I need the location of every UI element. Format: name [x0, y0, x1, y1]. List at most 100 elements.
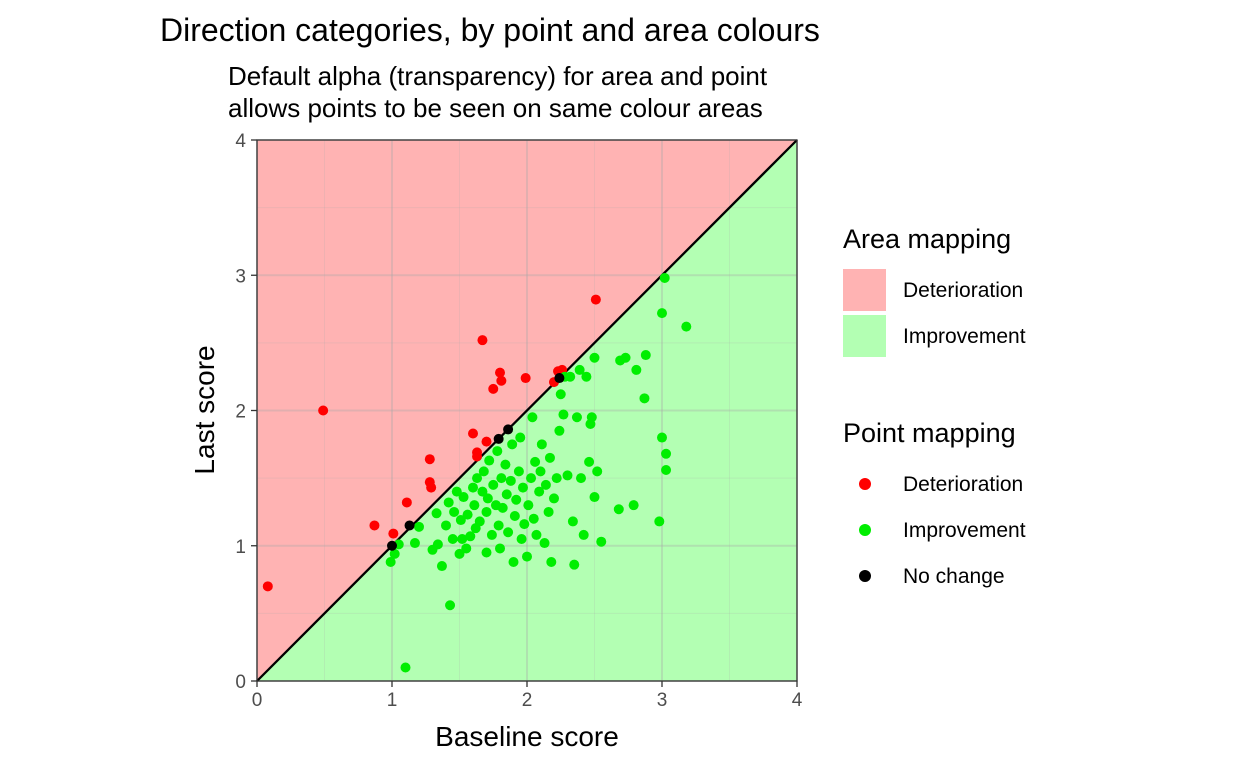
- data-point: [661, 448, 672, 459]
- data-point: [657, 432, 667, 443]
- legend-label: Improvement: [903, 519, 1026, 542]
- data-point: [530, 456, 541, 467]
- data-point: [477, 335, 488, 346]
- data-point: [567, 516, 578, 527]
- legend-key-point: [859, 570, 871, 582]
- chart-title: Direction categories, by point and area …: [160, 12, 820, 48]
- data-point: [495, 543, 505, 554]
- legend-label: Deterioration: [903, 279, 1023, 302]
- data-point: [481, 506, 492, 517]
- x-tick-label: 1: [387, 690, 398, 711]
- data-point: [493, 520, 504, 531]
- data-point: [549, 493, 559, 504]
- data-point: [486, 529, 497, 540]
- data-point: [526, 473, 537, 484]
- data-point: [581, 371, 592, 382]
- data-point: [535, 466, 546, 477]
- data-point: [569, 559, 580, 570]
- data-point: [455, 515, 466, 526]
- data-point: [469, 500, 480, 511]
- data-point: [441, 520, 451, 531]
- data-point: [458, 492, 469, 503]
- data-point: [461, 543, 472, 554]
- data-point: [481, 436, 492, 447]
- data-point: [454, 548, 465, 559]
- data-point: [388, 528, 399, 539]
- data-point: [436, 561, 447, 572]
- data-point: [513, 466, 524, 477]
- data-point: [515, 432, 526, 443]
- data-point: [571, 412, 582, 423]
- data-point: [523, 500, 534, 511]
- legend-area: Area mapping Deterioration Improvement: [843, 224, 1026, 357]
- data-point: [503, 527, 514, 538]
- series-improvement: [385, 272, 692, 673]
- data-point: [404, 520, 415, 531]
- y-tick-label: 0: [235, 672, 246, 693]
- x-axis: 0 1 2 3 4: [252, 681, 803, 711]
- data-point: [657, 308, 667, 319]
- x-tick-label: 3: [657, 690, 668, 711]
- data-point: [520, 373, 531, 384]
- data-point: [389, 548, 400, 559]
- data-point: [472, 447, 483, 458]
- data-point: [508, 556, 519, 567]
- data-point: [505, 475, 516, 486]
- data-point: [640, 350, 651, 361]
- data-point: [546, 556, 557, 567]
- data-point: [517, 482, 528, 493]
- data-point: [414, 521, 424, 532]
- data-point: [462, 509, 473, 520]
- x-axis-title: Baseline score: [435, 721, 619, 752]
- data-point: [387, 540, 397, 551]
- data-point: [620, 352, 631, 363]
- data-point: [681, 321, 692, 332]
- data-point: [488, 383, 499, 394]
- data-point: [385, 556, 396, 567]
- plot-panel: [256, 139, 798, 682]
- y-tick-label: 1: [235, 537, 246, 558]
- legend-key-area: [843, 315, 886, 357]
- data-point: [589, 492, 600, 503]
- legend-label: Improvement: [903, 325, 1026, 348]
- data-point: [426, 482, 437, 493]
- data-point: [661, 465, 672, 476]
- data-point: [536, 439, 547, 450]
- data-point: [539, 538, 550, 549]
- legend-title: Area mapping: [843, 224, 1011, 254]
- data-point: [262, 581, 273, 592]
- legend-title: Point mapping: [843, 418, 1016, 448]
- data-point: [613, 504, 624, 515]
- data-point: [495, 367, 505, 378]
- y-tick-label: 4: [235, 131, 246, 152]
- data-point: [481, 547, 492, 558]
- legend-point: Point mapping Deterioration Improvement No …: [843, 418, 1026, 588]
- y-tick-label: 3: [235, 266, 246, 287]
- data-point: [519, 519, 530, 530]
- data-point: [659, 272, 670, 283]
- data-point: [424, 454, 435, 465]
- data-point: [451, 486, 462, 497]
- data-point: [318, 405, 329, 416]
- data-point: [654, 516, 665, 527]
- data-point: [554, 373, 565, 384]
- data-point: [562, 470, 573, 481]
- data-point: [628, 500, 639, 511]
- data-point: [590, 294, 601, 305]
- data-point: [534, 486, 545, 497]
- data-point: [445, 600, 456, 611]
- legend-key-point: [859, 478, 871, 490]
- data-point: [409, 538, 420, 549]
- data-point: [484, 455, 495, 466]
- data-point: [369, 520, 380, 531]
- data-point: [468, 428, 478, 439]
- data-point: [639, 393, 650, 404]
- data-point: [531, 529, 542, 540]
- data-point: [449, 506, 460, 517]
- y-axis: 0 1 2 3 4: [235, 131, 257, 693]
- x-tick-label: 4: [792, 690, 803, 711]
- data-point: [631, 364, 642, 375]
- data-point: [540, 479, 551, 490]
- reference-line: [256, 139, 798, 682]
- y-tick-label: 2: [235, 402, 246, 423]
